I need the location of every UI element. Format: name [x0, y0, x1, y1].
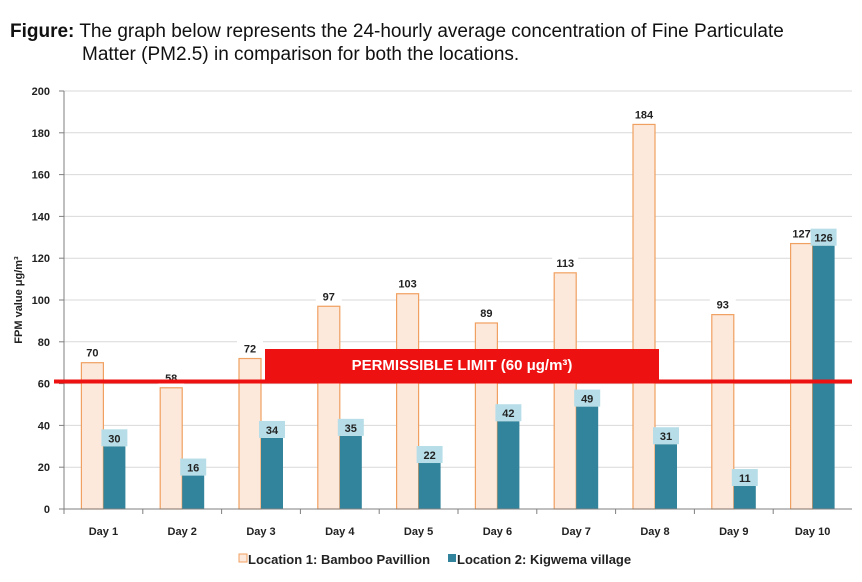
bar-location-2 [339, 435, 362, 509]
y-tick-label: 160 [32, 170, 50, 182]
data-label-bg [394, 274, 421, 292]
legend: Location 1: Bamboo Pavillion Location 2: … [238, 552, 631, 567]
y-tick-label: 60 [38, 379, 50, 391]
x-tick-label: Day 1 [89, 526, 118, 538]
bar-location-1 [553, 272, 577, 510]
x-tick-label: Day 7 [562, 526, 591, 538]
legend-label-location-1: Location 1: Bamboo Pavillion [248, 552, 430, 567]
data-label-location-1: 103 [398, 279, 416, 291]
bar-location-2 [497, 421, 520, 509]
x-tick-label: Day 8 [640, 526, 669, 538]
data-label-location-2: 11 [739, 473, 751, 485]
bar-location-2 [812, 245, 835, 509]
caption-label: Figure: [10, 21, 75, 42]
x-tick-label: Day 5 [404, 526, 433, 538]
data-label-bg [552, 253, 579, 271]
bar-location-2 [576, 406, 599, 509]
bar-location-1 [711, 314, 735, 510]
bar-location-1 [789, 242, 814, 510]
data-label-bg [709, 295, 736, 313]
data-label-bg [473, 303, 500, 321]
data-label-bg [653, 427, 679, 445]
bar-location-1 [159, 387, 183, 510]
data-label-location-1: 97 [323, 291, 335, 303]
x-tick-label: Day 9 [719, 526, 748, 538]
bar-location-1 [80, 362, 105, 510]
data-label-bg [315, 287, 342, 305]
y-tick-label: 80 [38, 337, 50, 349]
bar-location-2 [261, 437, 283, 509]
data-label-location-2: 31 [660, 431, 672, 443]
data-label-location-1: 113 [556, 258, 574, 270]
y-tick-label: 20 [38, 462, 50, 474]
y-tick-label: 120 [32, 253, 50, 265]
bar-location-1 [396, 293, 420, 510]
data-label-bg [337, 418, 364, 436]
data-label-location-2: 34 [266, 425, 279, 437]
x-tick-label: Day 4 [325, 526, 355, 538]
data-label-location-1: 127 [792, 229, 810, 241]
bars: 7030581672349735103228942113491843193111… [79, 105, 837, 510]
caption-line-2: Matter (PM2.5) in comparison for both th… [82, 44, 520, 65]
x-tick-label: Day 3 [246, 526, 275, 538]
x-tick-label: Day 2 [168, 526, 197, 538]
data-label-location-2: 42 [502, 408, 514, 420]
data-label-bg [788, 224, 815, 242]
x-tick-label: Day 10 [795, 526, 830, 538]
bar-location-2 [103, 446, 126, 509]
permissible-limit-label: PERMISSIBLE LIMIT (60 μg/m³) [352, 357, 573, 374]
data-label-bg [810, 228, 837, 246]
data-label-location-1: 70 [86, 348, 98, 360]
data-label-bg [631, 105, 657, 123]
data-label-location-1: 89 [480, 308, 492, 320]
data-label-location-1: 184 [635, 109, 654, 121]
y-tick-label: 0 [44, 504, 50, 516]
x-axis: Day 1 Day 2 Day 3 Day 4 Day 5 Day 6 Day 7 Day 8… [63, 508, 852, 538]
bar-location-2 [733, 486, 756, 509]
bar-location-2 [655, 444, 677, 509]
data-label-bg [731, 469, 758, 487]
data-label-bg [101, 429, 128, 447]
data-label-location-2: 30 [108, 433, 120, 445]
y-axis-label: FPM value μg/m³ [13, 256, 25, 344]
data-label-location-1: 72 [244, 344, 256, 356]
bar-location-1 [632, 123, 656, 510]
legend-label-location-2: Location 2: Kigwema village [457, 552, 631, 567]
bar-location-2 [418, 463, 441, 509]
data-label-location-2: 22 [423, 450, 435, 462]
bar-location-1 [317, 305, 341, 510]
y-tick-label: 40 [38, 420, 50, 432]
data-label-bg [259, 420, 285, 438]
y-axis: 0 20 40 60 80 100 120 140 160 180 200 FPM value μg/… [13, 86, 65, 516]
data-label-bg [79, 343, 106, 361]
y-tick-label: 100 [32, 295, 50, 307]
figure-caption: Figure: The graph below represents the 2… [10, 20, 855, 66]
y-tick-label: 200 [32, 86, 50, 98]
bar-location-2 [182, 475, 205, 509]
data-label-bg [416, 446, 443, 464]
x-tick-label: Day 6 [483, 526, 512, 538]
caption-line-1: The graph below represents the 24-hourly… [79, 21, 784, 42]
data-label-location-2: 35 [345, 423, 357, 435]
legend-swatch-location-1 [238, 553, 248, 563]
data-label-bg [180, 458, 207, 476]
y-tick-label: 140 [32, 211, 50, 223]
data-label-location-2: 16 [187, 463, 199, 475]
data-label-bg [237, 339, 263, 357]
data-label-location-2: 126 [814, 233, 832, 245]
data-label-bg [574, 389, 601, 407]
data-label-location-1: 93 [717, 300, 729, 312]
data-label-bg [495, 404, 522, 422]
permissible-limit: PERMISSIBLE LIMIT (60 μg/m³) [54, 349, 852, 384]
permissible-limit-banner [265, 349, 659, 381]
data-label-location-2: 49 [581, 394, 593, 406]
legend-swatch-location-2 [448, 554, 456, 562]
y-tick-label: 180 [32, 128, 50, 140]
